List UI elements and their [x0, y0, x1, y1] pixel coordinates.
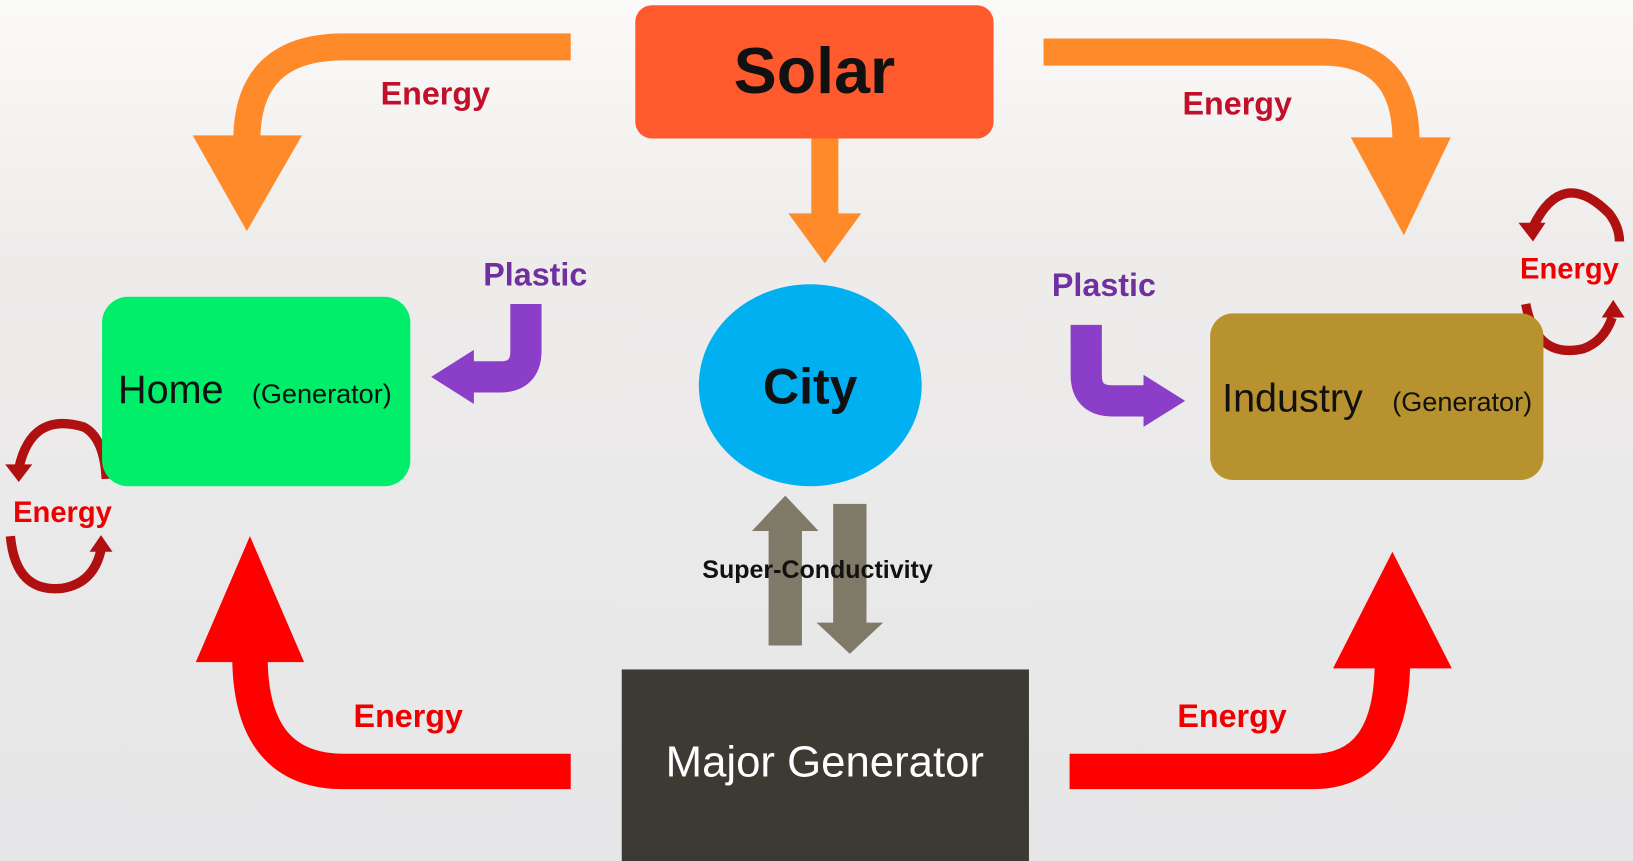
node-label: City [763, 359, 858, 415]
page: Super-Conductivity Solar City Home (Gene… [0, 0, 1633, 861]
node-label: Industry [1222, 376, 1363, 420]
edge-label: Energy [381, 75, 490, 111]
diagram: Super-Conductivity Solar City Home (Gene… [0, 0, 1633, 861]
node-label: Home [118, 368, 224, 412]
node-sublabel: (Generator) [252, 378, 392, 409]
node-sublabel: (Generator) [1392, 386, 1532, 417]
edge-label: Energy [13, 497, 113, 529]
edge-label: Energy [1177, 698, 1286, 734]
edge-label: Energy [354, 698, 463, 734]
edge-label: Super-Conductivity [702, 556, 933, 584]
edge-label: Plastic [1052, 267, 1156, 303]
arrow-shaft [769, 529, 802, 646]
node-label: Major Generator [666, 738, 984, 787]
edge-label: Energy [1183, 86, 1292, 122]
node-label: Solar [734, 35, 895, 107]
edge-label: Energy [1520, 253, 1620, 285]
edge-label: Plastic [483, 256, 587, 292]
